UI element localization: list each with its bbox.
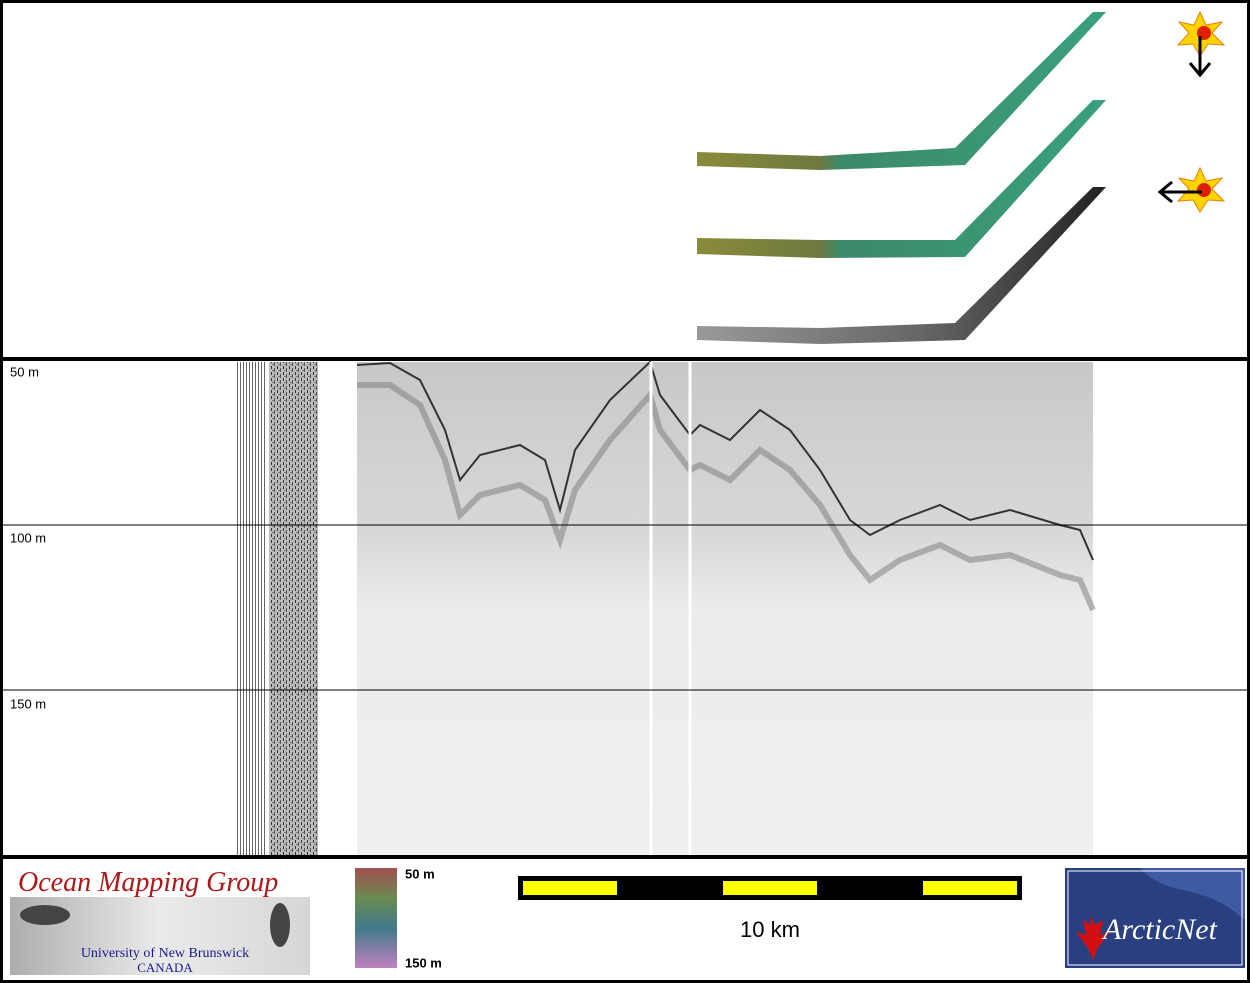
depth-label: 150 m	[10, 696, 46, 711]
logo-text: University of New Brunswick	[81, 946, 249, 961]
logo-title: Ocean Mapping Group	[18, 867, 278, 898]
color-label: 150 m	[405, 955, 442, 970]
scale-label: 10 km	[740, 917, 800, 942]
logo-title: ArcticNet	[1101, 913, 1218, 946]
sun-icon	[1157, 166, 1226, 213]
swath-maps	[697, 12, 1106, 344]
color-label: 50 m	[405, 866, 435, 881]
depth-label: 50 m	[10, 364, 39, 379]
scale-bar	[518, 876, 1022, 900]
omg-logo: Ocean Mapping Group University of New Br…	[10, 867, 310, 975]
color-bar	[355, 868, 397, 968]
logo-text: CANADA	[137, 960, 193, 975]
seismic-profile	[237, 360, 1096, 856]
arcticnet-logo: ArcticNet	[1065, 868, 1245, 968]
depth-label: 100 m	[10, 530, 46, 545]
sun-icon	[1176, 10, 1226, 78]
